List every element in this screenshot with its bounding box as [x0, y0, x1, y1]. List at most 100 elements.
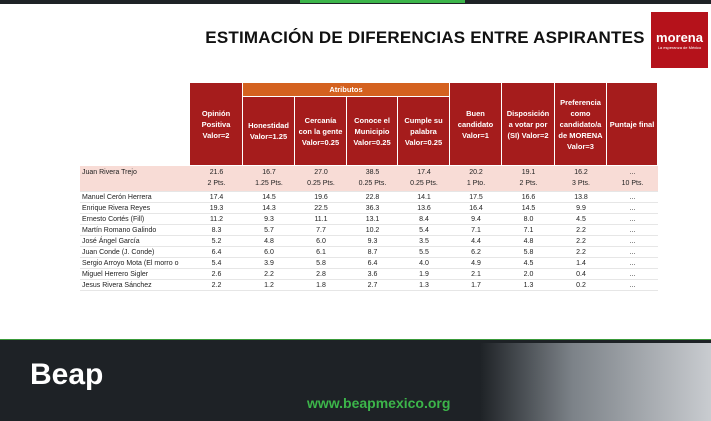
cell: 20.2	[469, 169, 483, 176]
row-line	[80, 246, 658, 247]
top-accent	[300, 0, 465, 3]
url: www.beapmexico.org	[307, 395, 451, 411]
footer	[0, 343, 711, 421]
cell: 4.8	[264, 238, 274, 245]
cell: 22.8	[365, 194, 380, 201]
cell: 9.4	[471, 216, 481, 223]
cell: 10.2	[365, 227, 380, 234]
cell: 16.2	[574, 169, 588, 176]
cell: 0.4	[576, 271, 586, 278]
cell: 14.3	[262, 205, 276, 212]
cell: 7.1	[523, 227, 534, 234]
row-name: Martín Romano Galindo	[82, 227, 157, 234]
cell: 4.4	[471, 238, 481, 245]
cell: 17.4	[417, 169, 431, 176]
cell: 8.7	[367, 249, 378, 256]
cell: ...	[629, 271, 636, 278]
cell: 5.2	[211, 238, 222, 245]
row-name: Juan Rivera Trejo	[82, 169, 137, 176]
cell: 2.2	[576, 227, 586, 234]
cell: 5.8	[523, 249, 534, 256]
row-name: Sergio Arroyo Mota (El morro o	[82, 260, 179, 267]
logo-name: morena	[656, 30, 703, 45]
cell: 1.4	[576, 260, 586, 267]
row-highlight	[80, 166, 658, 192]
cell: 2.2	[264, 271, 274, 278]
points: 0.25 Pts.	[410, 180, 438, 187]
cell: 13.8	[574, 194, 588, 201]
cell: 2.6	[211, 271, 222, 278]
cell: 4.0	[419, 260, 429, 267]
cell: 6.4	[367, 260, 378, 267]
cell: 8.4	[419, 216, 429, 223]
cell: 6.2	[471, 249, 481, 256]
cell: 2.2	[576, 249, 586, 256]
cell: 7.7	[316, 227, 326, 234]
row-name: Ernesto Cortés (Fill)	[82, 216, 145, 223]
cell: 9.9	[576, 205, 586, 212]
cell: 19.1	[521, 169, 536, 176]
cell: ...	[629, 169, 636, 176]
cell: 2.7	[367, 282, 378, 289]
cell: 38.5	[365, 169, 380, 176]
cell: 2.0	[523, 271, 534, 278]
cell: 4.5	[523, 260, 534, 267]
cell: 3.6	[367, 271, 378, 278]
column-header: Disposición a votar por (SI) Valor=2	[502, 83, 555, 165]
cell: 2.2	[576, 238, 586, 245]
column-header: Conoce el Municipio Valor=0.25	[347, 97, 398, 165]
row-name: Jesus Rivera Sánchez	[82, 282, 152, 289]
cell: 11.2	[209, 216, 224, 223]
cell: 13.1	[365, 216, 380, 223]
cell: 2.2	[211, 282, 222, 289]
row-name: Manuel Cerón Herrera	[82, 194, 152, 201]
row-line	[80, 191, 658, 192]
cell: 6.0	[264, 249, 274, 256]
column-header: Cumple su palabra Valor=0.25	[398, 97, 450, 165]
row-line	[80, 235, 658, 236]
cell: 0.2	[576, 282, 586, 289]
cell: 4.8	[523, 238, 534, 245]
cell: 4.5	[576, 216, 586, 223]
cell: 5.7	[264, 227, 274, 234]
cell: 9.3	[264, 216, 274, 223]
cell: 14.5	[521, 205, 536, 212]
cell: 1.2	[264, 282, 274, 289]
row-line	[80, 279, 658, 280]
cell: 5.8	[316, 260, 326, 267]
row-line	[80, 257, 658, 258]
logo-tagline: La esperanza de México	[657, 45, 702, 50]
cell: 9.3	[367, 238, 378, 245]
cell: 6.0	[316, 238, 326, 245]
cell: 1.3	[419, 282, 429, 289]
cell: 1.8	[316, 282, 326, 289]
cell: 19.6	[314, 194, 328, 201]
points: 1.25 Pts.	[255, 180, 283, 187]
brand: Beap	[30, 358, 104, 391]
cell: 5.5	[419, 249, 429, 256]
cell: 2.8	[316, 271, 326, 278]
points: 0.25 Pts.	[358, 180, 387, 187]
cell: ...	[629, 216, 636, 223]
cell: 22.5	[314, 205, 328, 212]
column-header: Honestidad Valor=1.25	[243, 97, 295, 165]
footer-image	[480, 343, 711, 421]
cell: ...	[629, 282, 636, 289]
cell: 36.3	[365, 205, 380, 212]
column-header: Preferencia como candidato/a de MORENA V…	[555, 83, 607, 165]
row-name: Miguel Herrero Sigler	[82, 271, 149, 278]
cell: 1.9	[419, 271, 429, 278]
cell: 14.5	[262, 194, 276, 201]
cell: ...	[629, 227, 636, 234]
cell: 5.4	[211, 260, 222, 267]
cell: 3.5	[419, 238, 429, 245]
cell: ...	[629, 238, 636, 245]
row-name: Enrique Rivera Reyes	[82, 205, 151, 212]
title: ESTIMACIÓN DE DIFERENCIAS ENTRE ASPIRANT…	[205, 28, 645, 47]
row-line	[80, 268, 658, 269]
points: 1 Pto.	[466, 180, 486, 187]
column-header: Buen candidato Valor=1	[450, 83, 502, 165]
cell: 16.6	[521, 194, 536, 201]
cell: 3.9	[264, 260, 274, 267]
